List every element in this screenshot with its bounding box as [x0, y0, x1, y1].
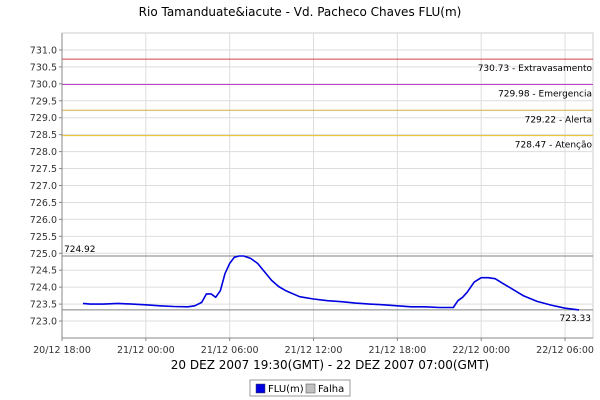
- reference-line-label: 728.47 - Atenção: [515, 141, 593, 151]
- reference-lines: 730.73 - Extravasamento 729.98 - Emergenc…: [62, 58, 593, 324]
- y-tick-label: 728.5: [30, 130, 57, 141]
- y-tick-label: 723.5: [30, 300, 57, 311]
- x-axis-caption: 20 DEZ 2007 19:30(GMT) - 22 DEZ 2007 07:…: [171, 358, 489, 372]
- y-tick-label: 726.5: [30, 198, 57, 209]
- marker-line-label: 723.33: [560, 314, 592, 324]
- series-line: [82, 255, 580, 311]
- y-tick-label: 724.0: [30, 283, 57, 294]
- reference-line-label: 729.22 - Alerta: [525, 115, 592, 125]
- legend-label: FLU(m): [268, 384, 304, 395]
- legend: FLU(m) Falha: [249, 379, 351, 397]
- legend-swatch: [305, 383, 316, 394]
- legend-swatch: [255, 383, 266, 394]
- reference-line-label: 730.73 - Extravasamento: [478, 64, 593, 74]
- legend-box: [249, 379, 351, 397]
- y-tick-label: 724.5: [30, 266, 57, 277]
- y-tick-label: 727.5: [30, 164, 57, 175]
- x-tick-label: 21/12 00:00: [117, 345, 175, 356]
- x-tick-label: 21/12 18:00: [368, 345, 426, 356]
- legend-label: Falha: [318, 384, 344, 395]
- axes: 723.0 723.5 724.0 724.5 725.0 725.5 726.0 726.5…: [30, 33, 594, 356]
- y-tick-label: 731.0: [30, 45, 57, 56]
- y-tick-label: 730.5: [30, 62, 57, 73]
- series-layer: [82, 255, 580, 311]
- y-tick-label: 729.5: [30, 96, 57, 107]
- y-tick-label: 726.0: [30, 215, 57, 226]
- y-tick-label: 729.0: [30, 113, 57, 124]
- x-tick-label: 22/12 06:00: [536, 345, 594, 356]
- y-tick-label: 728.0: [30, 147, 57, 158]
- y-tick-label: 730.0: [30, 79, 57, 90]
- marker-line-label: 724.92: [64, 245, 96, 255]
- y-tick-label: 725.5: [30, 232, 57, 243]
- y-tick-label: 727.0: [30, 181, 57, 192]
- y-tick-label: 723.0: [30, 317, 57, 328]
- y-tick-label: 725.0: [30, 249, 57, 260]
- x-tick-label: 22/12 00:00: [452, 345, 510, 356]
- grid: [61, 33, 593, 338]
- x-tick-label: 21/12 12:00: [285, 345, 343, 356]
- reference-line-label: 729.98 - Emergencia: [498, 90, 592, 100]
- x-tick-label: 20/12 18:00: [33, 345, 91, 356]
- x-tick-label: 21/12 06:00: [201, 345, 259, 356]
- chart-title: Rio Tamanduate&iacute - Vd. Pacheco Chav…: [139, 5, 462, 19]
